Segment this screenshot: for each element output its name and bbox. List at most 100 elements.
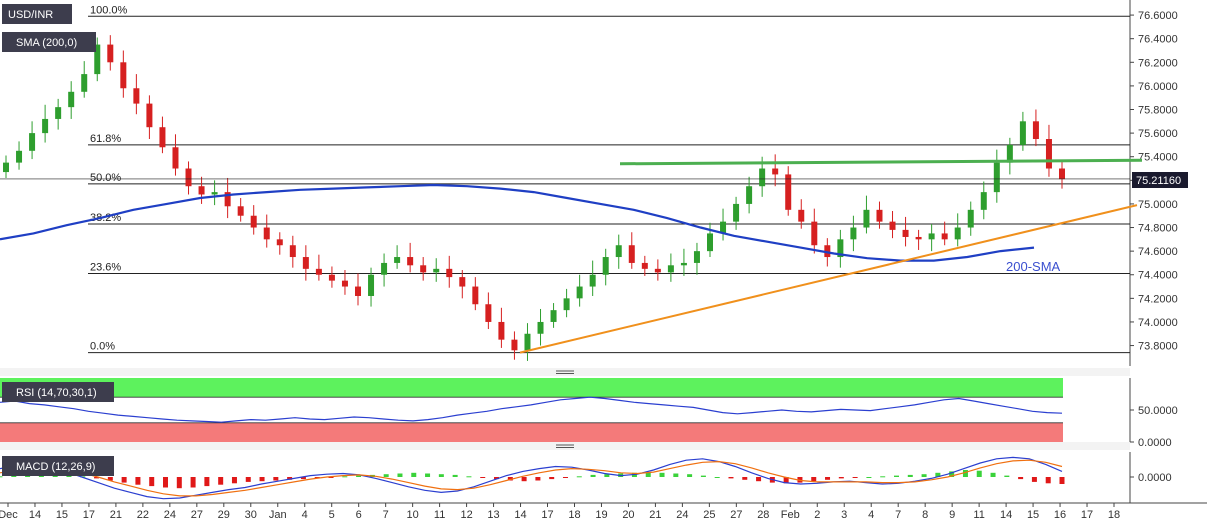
macd-histogram-bar xyxy=(728,477,734,479)
candle-body xyxy=(707,233,713,252)
macd-histogram-bar xyxy=(783,477,789,484)
candle-body xyxy=(381,262,388,275)
macd-histogram-bar xyxy=(576,476,582,478)
macd-histogram-bar xyxy=(825,477,831,480)
macd-histogram-bar xyxy=(1031,477,1037,482)
macd-histogram-bar xyxy=(838,477,844,479)
candle-body xyxy=(315,268,322,275)
macd-histogram-bar xyxy=(259,477,265,482)
macd-histogram-bar xyxy=(990,472,996,477)
x-tick-label: 10 xyxy=(407,509,419,521)
sma-200-line xyxy=(0,183,1035,262)
candle-body xyxy=(628,245,635,263)
candle-body xyxy=(198,186,205,195)
candle-body xyxy=(420,265,427,273)
candle-body xyxy=(237,206,244,216)
x-tick-label: Feb xyxy=(781,509,800,521)
rsi-panel-divider[interactable] xyxy=(0,368,1130,376)
x-tick-label: Dec xyxy=(0,509,18,521)
macd-histogram-bar xyxy=(356,475,362,477)
candle-body xyxy=(472,286,479,305)
macd-histogram-bar xyxy=(480,477,486,478)
candle-body xyxy=(250,215,257,228)
candle-body xyxy=(772,168,779,175)
candle-body xyxy=(928,233,935,240)
y-tick-label: 75.6000 xyxy=(1138,128,1178,140)
macd-histogram-bar xyxy=(245,477,251,482)
x-tick-label: 9 xyxy=(949,509,955,521)
rsi-oversold-zone xyxy=(0,422,1063,442)
macd-signal-line xyxy=(0,459,1063,497)
candle-body xyxy=(446,268,453,278)
macd-histogram-bar xyxy=(135,477,141,485)
macd-histogram-bar xyxy=(411,472,417,477)
candle-body xyxy=(459,277,466,287)
candle-body xyxy=(720,221,727,234)
macd-histogram-bar xyxy=(949,471,955,477)
x-tick-label: 11 xyxy=(973,509,984,521)
macd-histogram-bar xyxy=(1059,477,1065,484)
macd-histogram-bar xyxy=(218,477,224,485)
candle-body xyxy=(876,209,883,222)
rsi-y-tick-label: 0.0000 xyxy=(1138,437,1172,449)
sma-indicator-label[interactable]: SMA (200,0) xyxy=(2,32,96,52)
candle-body xyxy=(407,257,414,266)
macd-histogram-bar xyxy=(328,477,334,478)
macd-histogram-bar xyxy=(880,476,886,478)
sma-indicator-label-text: SMA (200,0) xyxy=(16,37,77,49)
macd-histogram-bar xyxy=(811,477,817,482)
macd-indicator-label[interactable]: MACD (12,26,9) xyxy=(2,456,114,476)
candle-body xyxy=(146,103,153,128)
macd-histogram-bar xyxy=(397,473,403,477)
candle-body xyxy=(29,133,36,151)
candle-body xyxy=(107,44,114,63)
x-axis: Dec 14 15 17 21 22 24 27 29 30 Jan 4 5 6 7 10 11 12 13 14 17… xyxy=(0,502,1207,521)
macd-histogram-bar xyxy=(149,477,155,487)
x-tick-label: 27 xyxy=(730,509,742,521)
candle-body xyxy=(485,304,492,322)
candle-body xyxy=(276,239,283,246)
x-tick-label: 22 xyxy=(137,509,149,521)
macd-histogram-bar xyxy=(604,474,610,477)
candle-body xyxy=(302,257,309,269)
x-tick-label: 5 xyxy=(329,509,335,521)
x-tick-label: 14 xyxy=(29,509,41,521)
candle-body xyxy=(941,233,948,240)
macd-histogram-bar xyxy=(383,474,389,477)
macd-histogram-bar xyxy=(452,474,458,477)
candle-body xyxy=(42,118,49,134)
y-tick-label: 75.8000 xyxy=(1138,105,1178,117)
candle-body xyxy=(602,257,609,275)
fibonacci-label: 100.0% xyxy=(90,4,128,16)
symbol-label[interactable]: USD/INR xyxy=(2,4,72,24)
candle-body xyxy=(993,162,1000,193)
rsi-indicator-label[interactable]: RSI (14,70,30,1) xyxy=(2,382,114,402)
y-tick-label: 76.2000 xyxy=(1138,57,1178,69)
macd-line xyxy=(0,456,1063,500)
macd-panel-divider[interactable] xyxy=(0,442,1130,450)
candle-body xyxy=(55,107,62,119)
candle-body xyxy=(537,321,544,334)
x-tick-label: 14 xyxy=(514,509,526,521)
last-price-text: 75.21160 xyxy=(1136,175,1181,187)
x-tick-label: 12 xyxy=(460,509,472,521)
macd-histogram-bar xyxy=(521,477,527,482)
x-tick-label: 15 xyxy=(1027,509,1039,521)
candle-body xyxy=(498,321,505,340)
candle-body xyxy=(759,168,766,187)
x-tick-label: 30 xyxy=(245,509,257,521)
x-tick-label: 17 xyxy=(541,509,553,521)
x-tick-label: 8 xyxy=(922,509,928,521)
candle-body xyxy=(224,192,231,207)
macd-histogram-bar xyxy=(742,477,748,480)
y-tick-label: 74.2000 xyxy=(1138,293,1178,305)
x-tick-label: 18 xyxy=(568,509,580,521)
candle-body xyxy=(811,221,818,246)
candle-body xyxy=(1006,144,1013,163)
x-tick-label: 4 xyxy=(302,509,308,521)
macd-histogram-bar xyxy=(425,473,431,477)
y-tick-label: 75.4000 xyxy=(1138,152,1178,164)
macd-histogram-bar xyxy=(287,477,293,480)
candle-body xyxy=(863,209,870,228)
